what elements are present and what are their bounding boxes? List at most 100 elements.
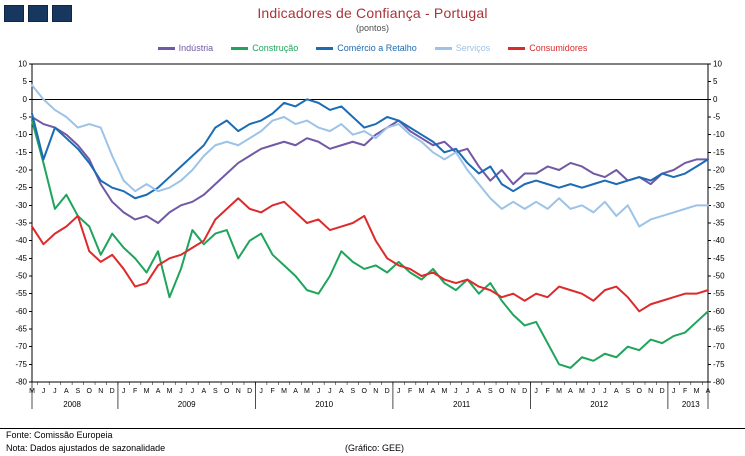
y-axis-label-left: -45 xyxy=(15,254,27,263)
legend-line-swatch-icon xyxy=(157,46,175,50)
series-line-1 xyxy=(31,119,709,369)
x-axis-month-label: J xyxy=(42,388,46,395)
x-axis-month-label: N xyxy=(236,388,241,395)
x-axis-year-label: 2013 xyxy=(682,400,700,409)
x-axis-month-label: O xyxy=(224,388,230,395)
logo-square-icon xyxy=(52,5,72,22)
y-axis-label-right: -65 xyxy=(713,325,725,334)
y-axis-label-left: 10 xyxy=(18,60,27,69)
plot-border xyxy=(31,63,709,383)
legend-label: Indústria xyxy=(178,43,214,53)
y-axis-label-left: -30 xyxy=(15,201,27,210)
x-axis-month-label: D xyxy=(247,388,252,395)
legend-line-swatch-icon xyxy=(231,46,249,50)
y-axis-label-right: -40 xyxy=(713,236,725,245)
y-axis-label-right: -75 xyxy=(713,360,725,369)
x-axis-month-label: O xyxy=(362,388,368,395)
logo-square-icon xyxy=(28,5,48,22)
x-axis-month-label: J xyxy=(259,388,263,395)
y-axis-label-left: -10 xyxy=(15,130,27,139)
page-title: Indicadores de Confiança - Portugal xyxy=(257,5,488,21)
legend-label: Serviços xyxy=(455,43,491,53)
series-line-0 xyxy=(31,116,709,224)
y-axis-label-right: 10 xyxy=(713,60,722,69)
x-axis-month-label: J xyxy=(179,388,183,395)
x-axis-month-label: J xyxy=(191,388,195,395)
x-axis-month-label: M xyxy=(144,388,150,395)
x-axis-year-label: 2009 xyxy=(178,400,196,409)
legend-label: Consumidores xyxy=(529,43,588,53)
y-axis-label-left: -20 xyxy=(15,166,27,175)
legend-line-swatch-icon xyxy=(316,46,334,50)
legend-line-swatch-icon xyxy=(508,46,526,50)
y-axis-label-left: -40 xyxy=(15,236,27,245)
x-axis-month-label: S xyxy=(625,388,630,395)
x-axis-month-label: F xyxy=(408,388,412,395)
y-axis-label-right: -35 xyxy=(713,219,725,228)
x-axis-month-label: J xyxy=(317,388,321,395)
chart-legend: Indústria Construção Comércio a Retalho Ser… xyxy=(0,43,745,53)
x-axis-month-label: F xyxy=(270,388,274,395)
x-axis-year-label: 2012 xyxy=(590,400,608,409)
y-axis-label-right: -60 xyxy=(713,307,725,316)
x-axis-month-label: S xyxy=(213,388,218,395)
y-axis-label-left: -50 xyxy=(15,272,27,281)
y-axis-label-left: -80 xyxy=(15,378,27,387)
footer-note: Nota: Dados ajustados de sazonalidade xyxy=(6,443,166,453)
y-axis-label-right: -50 xyxy=(713,272,725,281)
legend-item-0: Indústria xyxy=(157,43,214,53)
x-axis-month-label: M xyxy=(304,388,310,395)
x-axis-month-label: M xyxy=(167,388,173,395)
x-axis-month-label: J xyxy=(397,388,401,395)
y-axis-label-right: -10 xyxy=(713,130,725,139)
y-axis-label-left: 0 xyxy=(23,95,28,104)
logo-square-icon xyxy=(4,5,24,22)
x-axis-month-label: A xyxy=(339,388,344,395)
x-axis-month-label: O xyxy=(87,388,93,395)
y-axis-label-right: -55 xyxy=(713,289,725,298)
x-axis-month-label: M xyxy=(579,388,585,395)
x-axis-month-label: N xyxy=(373,388,378,395)
y-axis-label-left: -55 xyxy=(15,289,27,298)
x-axis-month-label: F xyxy=(133,388,137,395)
y-axis-label-right: -70 xyxy=(713,342,725,351)
legend-item-3: Serviços xyxy=(434,43,491,53)
x-axis-month-label: N xyxy=(98,388,103,395)
x-axis-month-label: J xyxy=(328,388,332,395)
x-axis-month-label: S xyxy=(488,388,493,395)
x-axis-month-label: O xyxy=(637,388,643,395)
x-axis-month-label: D xyxy=(110,388,115,395)
x-axis-year-label: 2010 xyxy=(315,400,333,409)
x-axis-month-label: M xyxy=(694,388,700,395)
x-axis-month-label: M xyxy=(281,388,287,395)
legend-label: Comércio a Retalho xyxy=(337,43,417,53)
legend-line-swatch-icon xyxy=(434,46,452,50)
x-axis-month-label: A xyxy=(431,388,436,395)
footer-source: Fonte: Comissão Europeia xyxy=(6,430,113,440)
x-axis-month-label: M xyxy=(419,388,425,395)
y-axis-label-left: -5 xyxy=(20,113,28,122)
x-axis-month-label: F xyxy=(545,388,549,395)
x-axis-month-label: F xyxy=(683,388,687,395)
x-axis-month-label: A xyxy=(614,388,619,395)
y-axis-label-right: -15 xyxy=(713,148,725,157)
x-axis-month-label: J xyxy=(122,388,126,395)
series-line-2 xyxy=(31,98,709,200)
y-axis-label-right: -45 xyxy=(713,254,725,263)
y-axis-label-left: -65 xyxy=(15,325,27,334)
x-axis-month-label: O xyxy=(499,388,505,395)
x-axis-month-label: A xyxy=(156,388,161,395)
x-axis-month-label: M xyxy=(556,388,562,395)
x-axis-month-label: J xyxy=(603,388,607,395)
y-axis-label-right: -30 xyxy=(713,201,725,210)
x-axis-month-label: M xyxy=(442,388,448,395)
y-axis-label-left: -25 xyxy=(15,183,27,192)
y-axis-label-left: 5 xyxy=(23,77,28,86)
x-axis-month-label: J xyxy=(454,388,458,395)
x-axis-month-label: J xyxy=(592,388,596,395)
y-axis-label-right: 0 xyxy=(713,95,718,104)
x-axis-month-label: S xyxy=(350,388,355,395)
y-axis-label-right: -5 xyxy=(713,113,721,122)
x-axis-month-label: A xyxy=(202,388,207,395)
